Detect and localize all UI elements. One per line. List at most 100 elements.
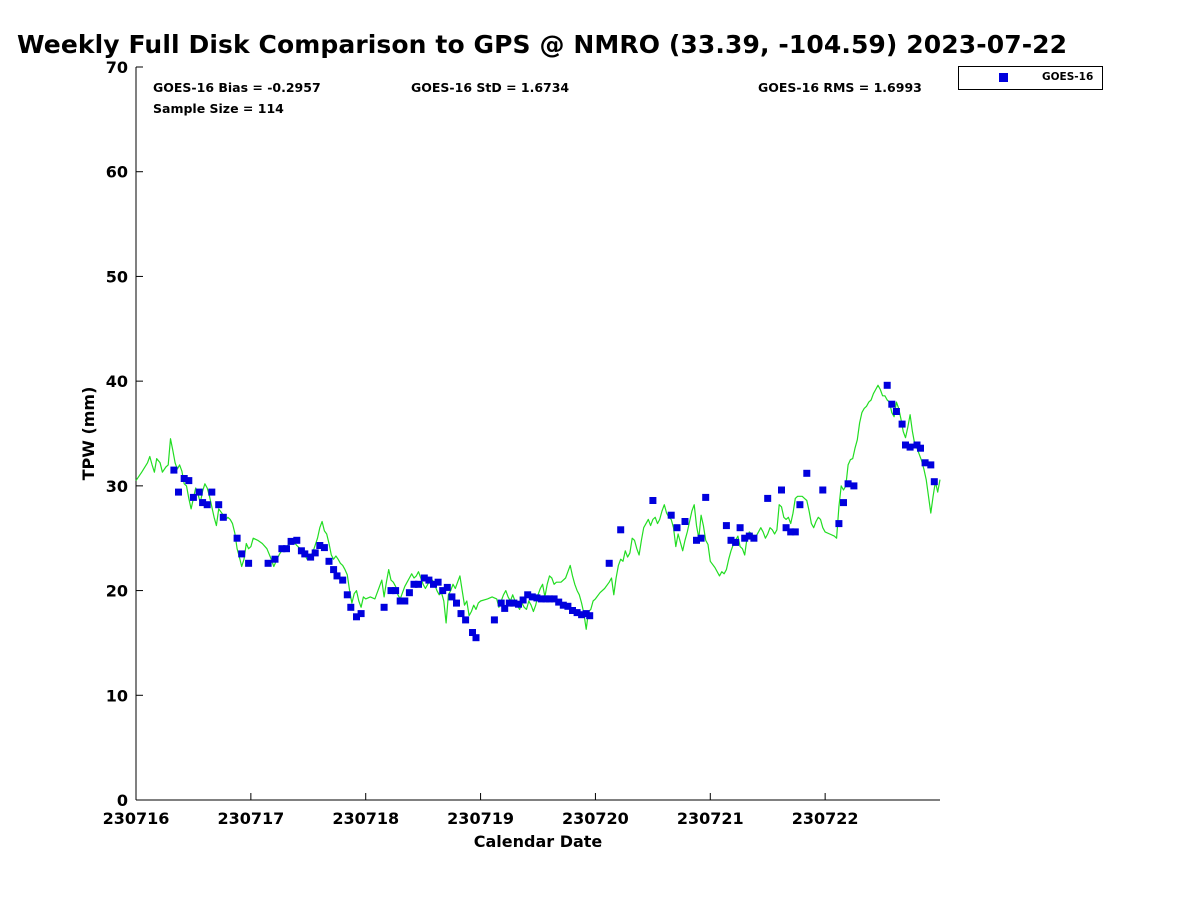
data-point	[333, 572, 341, 580]
data-point	[320, 544, 328, 552]
bias-stat: GOES-16 Bias = -0.2957	[153, 80, 321, 95]
data-point	[573, 609, 581, 617]
x-tick-label: 230722	[792, 809, 859, 828]
data-point	[311, 549, 319, 557]
data-point	[510, 599, 518, 607]
data-point	[203, 501, 211, 509]
data-point	[546, 595, 553, 603]
data-point	[528, 593, 536, 601]
y-tick-label: 40	[106, 372, 128, 391]
data-point	[271, 555, 279, 563]
data-point	[287, 537, 295, 545]
data-point	[850, 482, 858, 490]
data-point	[745, 532, 753, 540]
data-point	[819, 486, 827, 494]
data-point	[519, 596, 527, 604]
data-point	[569, 607, 576, 614]
data-point	[902, 441, 909, 449]
data-point	[278, 545, 286, 553]
x-tick-label: 230719	[447, 809, 514, 828]
data-point	[396, 597, 404, 605]
data-point	[505, 599, 513, 607]
data-point	[185, 477, 193, 485]
data-point	[357, 610, 365, 618]
data-point	[325, 557, 333, 565]
data-point	[917, 444, 924, 452]
data-point	[380, 603, 388, 611]
data-point	[490, 616, 498, 624]
legend-marker-icon	[999, 73, 1008, 82]
x-tick-label: 230721	[677, 809, 744, 828]
data-point	[741, 534, 749, 542]
data-point	[457, 610, 465, 618]
data-point	[787, 528, 795, 536]
y-tick-label: 30	[106, 477, 128, 496]
x-tick-label: 230720	[562, 809, 629, 828]
data-point	[649, 497, 657, 504]
data-point	[434, 578, 442, 586]
y-tick-label: 50	[106, 267, 128, 286]
legend-label: GOES-16	[1042, 71, 1094, 83]
data-point	[515, 600, 522, 608]
x-tick-label: 230717	[217, 809, 284, 828]
data-point	[453, 599, 460, 607]
data-point	[497, 599, 505, 607]
data-point	[343, 591, 351, 599]
data-point	[697, 534, 705, 542]
x-tick-label: 230716	[103, 809, 170, 828]
data-point	[921, 459, 929, 467]
data-point	[180, 475, 188, 482]
rms-stat: GOES-16 RMS = 1.6993	[758, 80, 922, 95]
data-point	[215, 501, 223, 509]
data-point	[245, 559, 253, 567]
data-point	[524, 591, 532, 599]
data-point	[888, 400, 896, 408]
data-point	[883, 381, 891, 389]
data-point	[930, 478, 938, 486]
data-point	[667, 511, 675, 519]
data-point	[559, 601, 567, 609]
y-axis-title: TPW (mm)	[79, 387, 98, 481]
x-axis-title: Calendar Date	[474, 832, 603, 851]
data-point	[501, 604, 509, 612]
data-point	[605, 559, 613, 567]
data-point	[803, 469, 811, 477]
data-point	[430, 580, 437, 588]
data-point	[293, 536, 301, 544]
y-tick-label: 0	[117, 791, 128, 810]
data-point	[564, 602, 572, 610]
data-point	[796, 501, 804, 509]
sample-size-stat: Sample Size = 114	[153, 101, 284, 116]
data-point	[189, 493, 197, 501]
data-point	[443, 583, 451, 591]
data-point	[555, 598, 563, 606]
data-point	[195, 488, 203, 496]
data-point	[392, 587, 400, 595]
data-point	[617, 526, 625, 534]
data-point	[316, 542, 324, 549]
data-point	[420, 574, 428, 582]
y-tick-label: 70	[106, 58, 128, 77]
y-tick-label: 10	[106, 686, 128, 705]
data-point	[778, 486, 785, 494]
data-point	[401, 597, 409, 605]
data-point	[550, 595, 558, 603]
data-point	[175, 488, 182, 496]
data-point	[283, 545, 290, 553]
data-point	[233, 534, 241, 542]
data-point	[927, 461, 935, 469]
gps-reference-line	[135, 384, 941, 630]
data-point	[264, 559, 272, 567]
data-point	[462, 616, 470, 624]
data-point	[727, 536, 735, 544]
data-point	[844, 480, 852, 488]
data-point	[387, 587, 395, 595]
data-point	[199, 499, 207, 507]
data-point	[906, 443, 914, 451]
data-point	[693, 536, 700, 544]
data-point	[673, 524, 681, 532]
data-point	[736, 524, 744, 532]
data-point	[353, 613, 360, 621]
data-point	[782, 524, 790, 532]
